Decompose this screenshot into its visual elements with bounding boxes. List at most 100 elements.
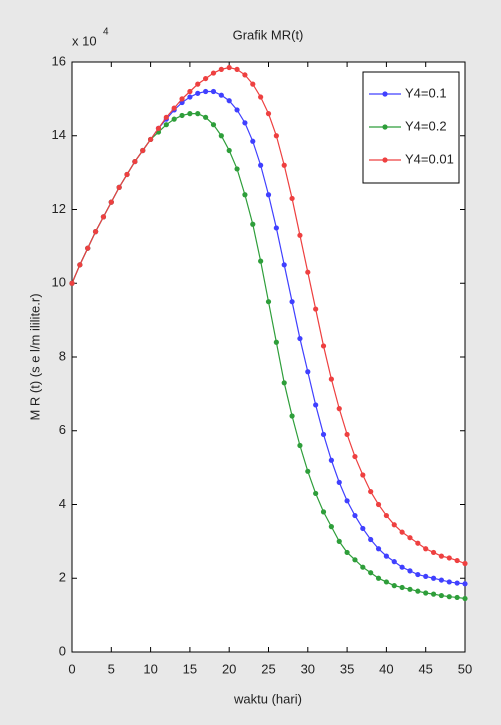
legend-label: Y4=0.01 [405,151,454,166]
data-point [305,469,310,474]
data-point [148,137,153,142]
data-point [447,579,452,584]
data-point [164,115,169,120]
data-point [274,340,279,345]
x-tick-label: 5 [108,661,115,676]
data-point [431,550,436,555]
data-point [297,336,302,341]
data-point [297,233,302,238]
data-point [407,568,412,573]
data-point [227,148,232,153]
legend-label: Y4=0.2 [405,118,447,133]
data-point [219,133,224,138]
data-point [179,113,184,118]
y-tick-label: 2 [59,570,66,585]
data-point [376,576,381,581]
data-point [337,406,342,411]
data-point [400,530,405,535]
data-point [329,458,334,463]
x-tick-label: 35 [340,661,354,676]
x-axis-label: waktu (hari) [233,691,302,706]
data-point [258,259,263,264]
data-point [282,163,287,168]
x-tick-label: 10 [143,661,157,676]
data-point [329,377,334,382]
y-multiplier: x 10 [72,33,97,48]
data-point [195,111,200,116]
x-tick-label: 0 [68,661,75,676]
data-point [250,222,255,227]
data-point [462,596,467,601]
data-point [368,489,373,494]
legend-marker [382,124,387,129]
data-point [266,192,271,197]
data-point [423,574,428,579]
data-point [360,526,365,531]
data-point [289,299,294,304]
data-point [289,196,294,201]
data-point [407,535,412,540]
data-point [313,306,318,311]
data-point [132,159,137,164]
data-point [172,117,177,122]
data-point [234,107,239,112]
data-point [211,122,216,127]
data-point [187,111,192,116]
y-multiplier-power: 4 [103,27,109,38]
y-tick-label: 14 [52,127,66,142]
chart-title: Grafik MR(t) [233,27,304,42]
data-point [242,72,247,77]
data-point [455,580,460,585]
data-point [195,91,200,96]
data-point [234,67,239,72]
data-point [140,148,145,153]
x-tick-label: 15 [183,661,197,676]
data-point [368,570,373,575]
data-point [195,82,200,87]
data-point [360,472,365,477]
data-point [447,594,452,599]
data-point [415,572,420,577]
data-point [69,281,74,286]
data-point [234,166,239,171]
data-point [392,522,397,527]
data-point [415,541,420,546]
data-point [384,513,389,518]
x-tick-label: 50 [458,661,472,676]
data-point [85,246,90,251]
data-point [179,96,184,101]
x-tick-label: 20 [222,661,236,676]
y-tick-label: 6 [59,422,66,437]
data-point [258,94,263,99]
data-point [203,89,208,94]
data-point [297,443,302,448]
data-point [124,172,129,177]
data-point [345,550,350,555]
data-point [211,70,216,75]
data-point [164,122,169,127]
data-point [109,200,114,205]
data-point [274,225,279,230]
data-point [352,513,357,518]
data-point [305,270,310,275]
data-point [321,343,326,348]
data-point [352,557,357,562]
data-point [242,192,247,197]
data-point [431,592,436,597]
data-point [352,454,357,459]
data-point [447,555,452,560]
data-point [219,93,224,98]
x-tick-label: 40 [379,661,393,676]
data-point [203,115,208,120]
data-point [455,595,460,600]
x-tick-label: 30 [301,661,315,676]
data-point [101,214,106,219]
chart: Grafik MR(t) waktu (hari) M R (t) (s e l… [0,0,501,725]
data-point [77,262,82,267]
data-point [400,565,405,570]
data-point [321,432,326,437]
data-point [266,111,271,116]
data-point [360,565,365,570]
data-point [337,539,342,544]
data-point [313,491,318,496]
